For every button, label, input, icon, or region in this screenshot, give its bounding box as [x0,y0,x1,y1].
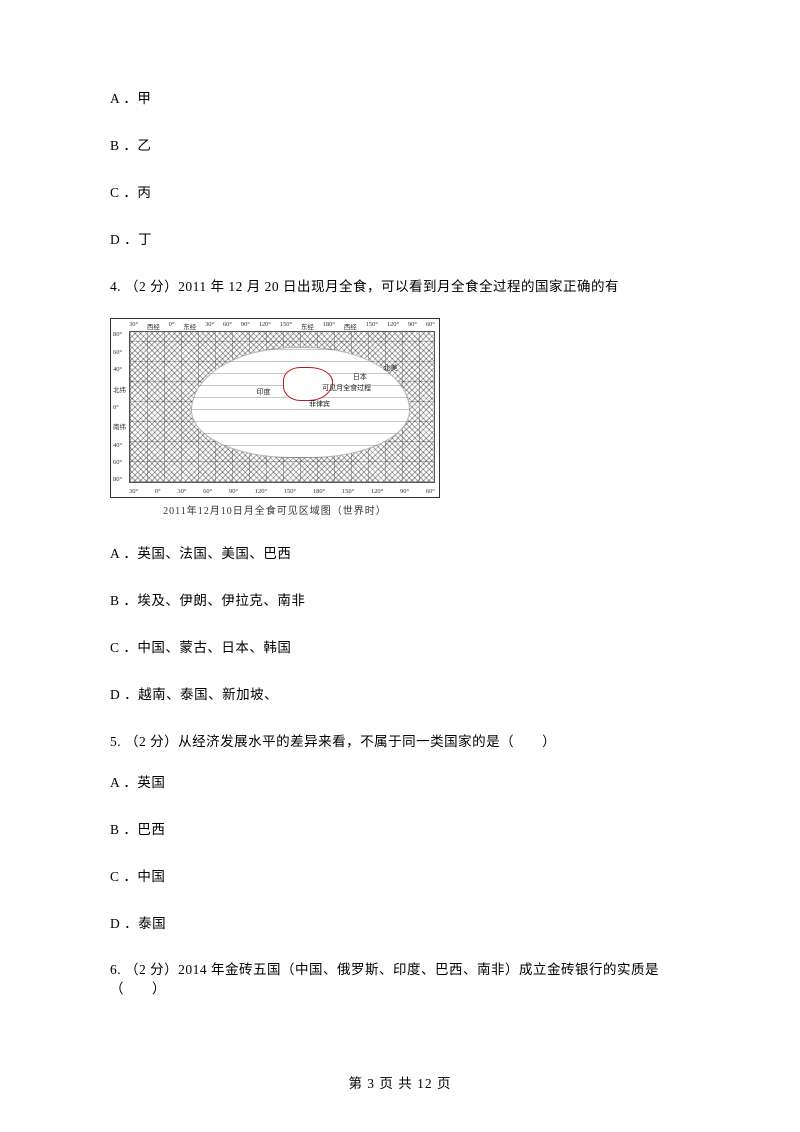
tick: 30° [177,488,186,495]
lat-axis-left: 80° 60° 40° 北纬 0° 南纬 40° 60° 80° [113,331,129,483]
tick: 西经 [344,321,357,331]
q5-option-b: B ．巴西 [110,821,690,840]
tick: 30° [129,488,138,495]
tick: 30° [129,321,138,331]
question-4-text: 4. （2 分）2011 年 12 月 20 日出现月全食，可以看到月全食全过程… [110,278,690,297]
region-label: 菲律宾 [309,399,330,409]
tick: 90° [400,488,409,495]
tick: 120° [259,321,271,331]
q5-option-a: A ．英国 [110,774,690,793]
tick: 120° [387,321,399,331]
tick: 90° [241,321,250,331]
option-d-1: D ．丁 [110,231,690,250]
q4-option-d: D ．越南、泰国、新加坡、 [110,686,690,705]
world-map-box: 30° 西经 0° 东经 30° 60° 90° 120° 150° 东经 18… [110,318,440,498]
page-footer: 第 3 页 共 12 页 [0,1072,800,1092]
tick: 120° [371,488,383,495]
tick: 30° [205,321,214,331]
lon-axis-bottom: 30° 0° 30° 60° 90° 120° 150° 180° 150° 1… [129,488,435,495]
option-a-1: A ．甲 [110,90,690,109]
q4-option-a: A ．英国、法国、美国、巴西 [110,545,690,564]
tick: 80° [113,331,129,338]
region-label: 印度 [256,387,270,397]
option-c-1: C ．丙 [110,184,690,203]
tick: 40° [113,366,129,373]
region-label: 日本 [353,372,367,382]
visible-label: 可见月全食过程 [322,383,371,393]
tick: 150° [280,321,292,331]
tick: 40° [113,442,129,449]
tick: 东经 [301,321,314,331]
tick: 90° [408,321,417,331]
q5-option-d: D ．泰国 [110,915,690,934]
q4-option-b: B ．埃及、伊朗、伊拉克、南非 [110,592,690,611]
option-b-1: B ．乙 [110,137,690,156]
page-content: A ．甲 B ．乙 C ．丙 D ．丁 4. （2 分）2011 年 12 月 … [0,0,800,999]
tick: 150° [366,321,378,331]
tick: 80° [113,476,129,483]
tick: 60° [203,488,212,495]
tick: 0° [169,321,175,331]
question-6-text: 6. （2 分）2014 年金砖五国（中国、俄罗斯、印度、巴西、南非）成立金砖银… [110,961,690,999]
region-label: 北美 [383,363,397,373]
tick: 60° [113,349,129,356]
tick: 150° [342,488,354,495]
band-lines [191,347,410,458]
tick: 60° [223,321,232,331]
tick: 西经 [147,321,160,331]
tick: 60° [113,459,129,466]
tick: 0° [113,404,129,411]
map-figure: 30° 西经 0° 东经 30° 60° 90° 120° 150° 东经 18… [110,318,690,517]
tick: 60° [426,321,435,331]
q5-option-c: C ．中国 [110,868,690,887]
map-caption: 2011年12月10日月全食可见区域图（世界时） [110,502,440,517]
tick: 120° [255,488,267,495]
tick: 150° [284,488,296,495]
tick: 180° [313,488,325,495]
tick: 60° [426,488,435,495]
tick: 南纬 [113,421,129,431]
lon-axis-top: 30° 西经 0° 东经 30° 60° 90° 120° 150° 东经 18… [129,321,435,331]
map-inner: 可见月全食过程 印度 日本 北美 菲律宾 [129,331,435,483]
tick: 180° [323,321,335,331]
tick: 0° [155,488,161,495]
q4-option-c: C ．中国、蒙古、日本、韩国 [110,639,690,658]
question-5-text: 5. （2 分）从经济发展水平的差异来看，不属于同一类国家的是（ ） [110,733,690,752]
tick: 北纬 [113,384,129,394]
visible-eclipse-band: 可见月全食过程 印度 日本 北美 菲律宾 [191,347,410,458]
tick: 90° [229,488,238,495]
tick: 东经 [183,321,196,331]
